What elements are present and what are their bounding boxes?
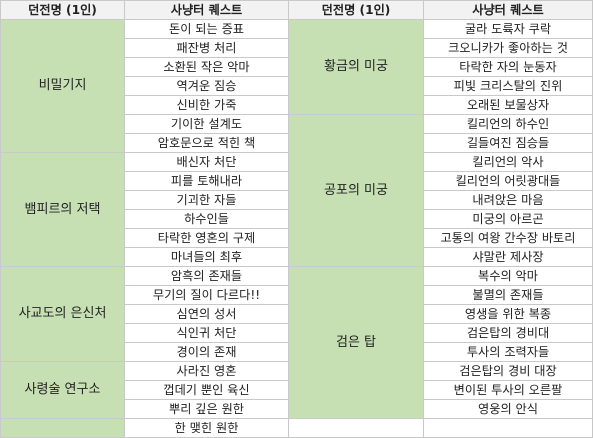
quest-cell: 배신자 처단 (124, 152, 289, 172)
quest-cell: 기괴한 자들 (124, 190, 289, 210)
quest-cell: 피를 토해내라 (124, 171, 289, 191)
quest-cell: 뿌리 깊은 원한 (124, 399, 289, 419)
table-row: 역겨운 짐승 피빛 크리스탈의 진위 (1, 76, 593, 96)
quest-cell: 돈이 되는 증표 (124, 19, 289, 39)
table-row: 피를 토해내라 킬리언의 어릿광대들 (1, 171, 593, 191)
quest-cell: 고통의 여왕 간수장 바토리 (423, 228, 593, 248)
quest-cell: 투사의 조력자들 (423, 342, 593, 362)
dungeon-cell: 사교도의 은신처 (0, 266, 125, 362)
quest-cell: 식인귀 처단 (124, 323, 289, 343)
quest-cell: 패잔병 처리 (124, 38, 289, 58)
quest-cell: 킬리언의 하수인 (423, 114, 593, 134)
dungeon-cell: 뱀피르의 저택 (0, 152, 125, 267)
header-row: 던전명 (1인) 사냥터 퀘스트 던전명 (1인) 사냥터 퀘스트 (0, 0, 593, 20)
quest-cell: 크오니카가 좋아하는 것 (423, 38, 593, 58)
table-row: 뿌리 깊은 원한 영웅의 안식 (1, 399, 593, 419)
quest-cell: 암호문으로 적힌 책 (124, 133, 289, 153)
quest-cell: 불멸의 존재들 (423, 285, 593, 305)
table-row: 뱀피르의 저택 배신자 처단 킬리언의 악사 (0, 152, 593, 267)
quest-cell: 길들여진 짐승들 (423, 133, 593, 153)
quest-cell: 검은탑의 경비 대장 (423, 361, 593, 381)
table-row: 심연의 성서 영생을 위한 복종 (1, 304, 593, 324)
quest-cell: 영웅의 안식 (423, 399, 593, 419)
table-row: 사교도의 은신처 암흑의 존재들 검은 탑 복수의 악마 (0, 266, 593, 419)
quest-cell: 역겨운 짐승 (124, 76, 289, 96)
table-row: 패잔병 처리 크오니카가 좋아하는 것 (1, 38, 593, 58)
quest-cell: 경이의 존재 (124, 342, 289, 362)
table-row: 기이한 설계도 공포의 미궁 킬리언의 하수인 (1, 114, 593, 267)
quest-cell: 암흑의 존재들 (124, 266, 289, 286)
dungeon-cell: 황금의 미궁 (288, 19, 424, 115)
table-row: 식인귀 처단 검은탑의 경비대 (1, 323, 593, 343)
quest-cell: 껍데기 뿐인 육신 (124, 380, 289, 400)
table-row: 소환된 작은 악마 타락한 자의 눈동자 (1, 57, 593, 77)
header-dungeon-left: 던전명 (1인) (0, 0, 125, 20)
quest-cell: 샤말란 제사장 (423, 247, 593, 267)
quest-cell: 사라진 영혼 (124, 361, 289, 381)
dungeon-cell: 공포의 미궁 (288, 114, 424, 267)
quest-cell: 타락한 영혼의 구제 (124, 228, 289, 248)
quest-cell: 변이된 투사의 오른팔 (423, 380, 593, 400)
table-row: 기괴한 자들 내려앉은 마음 (1, 190, 593, 210)
header-quest-right: 사냥터 퀘스트 (423, 0, 593, 20)
quest-cell: 피빛 크리스탈의 진위 (423, 76, 593, 96)
table-row: 한 맺힌 원한 (0, 418, 593, 438)
quest-cell: 무기의 질이 다르다!! (124, 285, 289, 305)
quest-cell: 복수의 악마 (423, 266, 593, 286)
quest-cell: 내려앉은 마음 (423, 190, 593, 210)
quest-cell: 검은탑의 경비대 (423, 323, 593, 343)
quest-cell: 영생을 위한 복종 (423, 304, 593, 324)
quest-cell: 소환된 작은 악마 (124, 57, 289, 77)
header-quest-left: 사냥터 퀘스트 (124, 0, 289, 20)
quest-cell: 타락한 자의 눈동자 (423, 57, 593, 77)
quest-cell: 굴라 도륙자 쿠락 (423, 19, 593, 39)
table-row: 암호문으로 적힌 책 길들여진 짐승들 (1, 133, 593, 153)
empty-cell (288, 418, 424, 438)
table-row: 마녀들의 최후 샤말란 제사장 (1, 247, 593, 267)
table-row: 무기의 질이 다르다!! 불멸의 존재들 (1, 285, 593, 305)
empty-cell (423, 418, 593, 438)
quest-cell: 한 맺힌 원한 (124, 418, 289, 438)
dungeon-cell: 검은 탑 (288, 266, 424, 419)
header-dungeon-right: 던전명 (1인) (288, 0, 424, 20)
quest-cell: 심연의 성서 (124, 304, 289, 324)
quest-cell: 미궁의 아르곤 (423, 209, 593, 229)
quest-cell: 신비한 가죽 (124, 95, 289, 115)
quest-cell: 킬리언의 악사 (423, 152, 593, 172)
quest-cell: 킬리언의 어릿광대들 (423, 171, 593, 191)
quest-cell: 마녀들의 최후 (124, 247, 289, 267)
quest-cell: 오래된 보물상자 (423, 95, 593, 115)
quest-cell: 하수인들 (124, 209, 289, 229)
table-row: 비밀기지 돈이 되는 증표 황금의 미궁 굴라 도륙자 쿠락 (0, 19, 593, 153)
dungeon-cell: 비밀기지 (0, 19, 125, 153)
dungeon-cell: 사령술 연구소 (0, 361, 125, 419)
quest-cell: 기이한 설계도 (124, 114, 289, 134)
dungeon-cell-empty (0, 418, 125, 438)
